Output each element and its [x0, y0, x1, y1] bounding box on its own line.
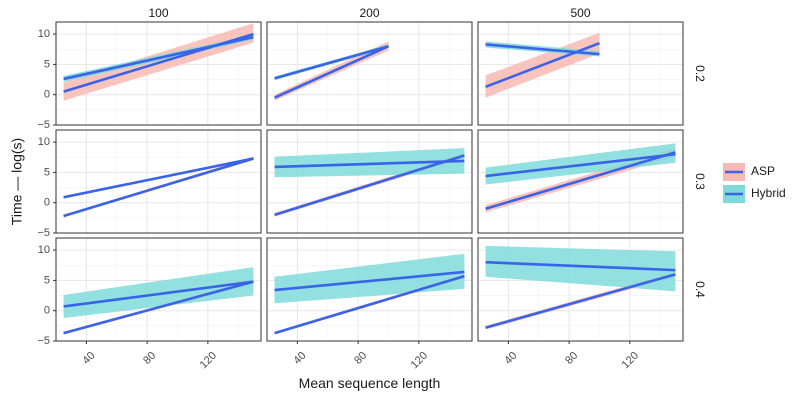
row-strip-label: 0.4 — [693, 281, 707, 298]
x-tick-label: 40 — [80, 350, 97, 367]
y-tick-label: 0 — [44, 89, 50, 101]
y-tick-label: −5 — [37, 335, 50, 347]
y-tick-label: 5 — [44, 58, 50, 70]
hybrid-series-line — [63, 280, 254, 308]
panel-border — [477, 237, 684, 342]
row-strip-label: 0.3 — [693, 173, 707, 190]
asp-series-line — [63, 280, 254, 335]
y-tick-label: 5 — [44, 274, 50, 286]
legend-label: ASP — [751, 164, 775, 178]
hybrid-series-line — [485, 43, 600, 56]
y-tick-label: 0 — [44, 305, 50, 317]
panel-border — [55, 237, 262, 342]
asp-series-line — [63, 157, 254, 218]
panel-background — [267, 130, 472, 233]
hybrid-confidence-band — [485, 245, 676, 292]
asp-series-line — [485, 41, 600, 89]
hybrid-series-line — [63, 35, 254, 81]
x-tick-label: 80 — [141, 350, 158, 367]
y-tick-label: 10 — [38, 28, 50, 40]
facet-panel — [477, 21, 684, 126]
row-strip-label: 0.2 — [693, 65, 707, 82]
legend: ASP Hybrid — [723, 163, 786, 203]
y-tick-label: 0 — [44, 197, 50, 209]
x-tick-label: 120 — [620, 350, 641, 371]
facet-panel: 40 80 120 — [477, 237, 684, 371]
hybrid-series-line — [63, 157, 254, 199]
panel-border — [477, 129, 684, 234]
hybrid-series-line — [485, 152, 676, 178]
panel-border — [266, 21, 473, 126]
asp-series-line — [485, 273, 676, 329]
panel-border — [55, 21, 262, 126]
panel-background — [267, 22, 472, 125]
x-tick-label: 40 — [291, 350, 308, 367]
y-tick-label: 5 — [44, 166, 50, 178]
x-axis-title: Mean sequence length — [299, 375, 441, 391]
facet-panel: −5 0 5 10 — [37, 129, 262, 239]
column-strip-label: 200 — [359, 6, 379, 20]
column-strip-label: 100 — [148, 6, 168, 20]
facet-panel — [266, 21, 473, 126]
panel-border — [55, 129, 262, 234]
panel-border — [266, 237, 473, 342]
column-strip-label: 500 — [570, 6, 590, 20]
x-tick-label: 120 — [198, 350, 219, 371]
hybrid-series-line — [274, 159, 465, 169]
panel-border — [266, 129, 473, 234]
x-tick-label: 80 — [563, 350, 580, 367]
asp-series-line — [274, 274, 465, 335]
y-tick-label: 10 — [38, 136, 50, 148]
y-tick-label: 10 — [38, 244, 50, 256]
hybrid-series-line — [274, 44, 389, 80]
facet-panel: −5 0 5 10 40 80 120 — [37, 237, 262, 371]
hybrid-confidence-band — [63, 267, 254, 318]
hybrid-series-line — [485, 260, 676, 272]
asp-series-line — [274, 45, 390, 99]
facet-panel: 40 80 120 — [266, 237, 473, 371]
legend-label: Hybrid — [751, 186, 786, 200]
y-axis-title: Time — log(s) — [9, 138, 25, 225]
panel-background — [56, 130, 261, 233]
asp-series-line — [274, 154, 465, 217]
x-tick-label: 120 — [409, 350, 430, 371]
facet-panel — [266, 129, 473, 234]
panel-border — [477, 21, 684, 126]
facet-panel: −5 0 5 10 — [37, 21, 262, 131]
x-tick-label: 40 — [502, 350, 519, 367]
hybrid-series-line — [274, 270, 465, 292]
asp-series-line — [485, 151, 676, 211]
y-tick-label: −5 — [37, 227, 50, 239]
facet-panel — [477, 129, 684, 234]
x-tick-label: 80 — [352, 350, 369, 367]
y-tick-label: −5 — [37, 119, 50, 131]
